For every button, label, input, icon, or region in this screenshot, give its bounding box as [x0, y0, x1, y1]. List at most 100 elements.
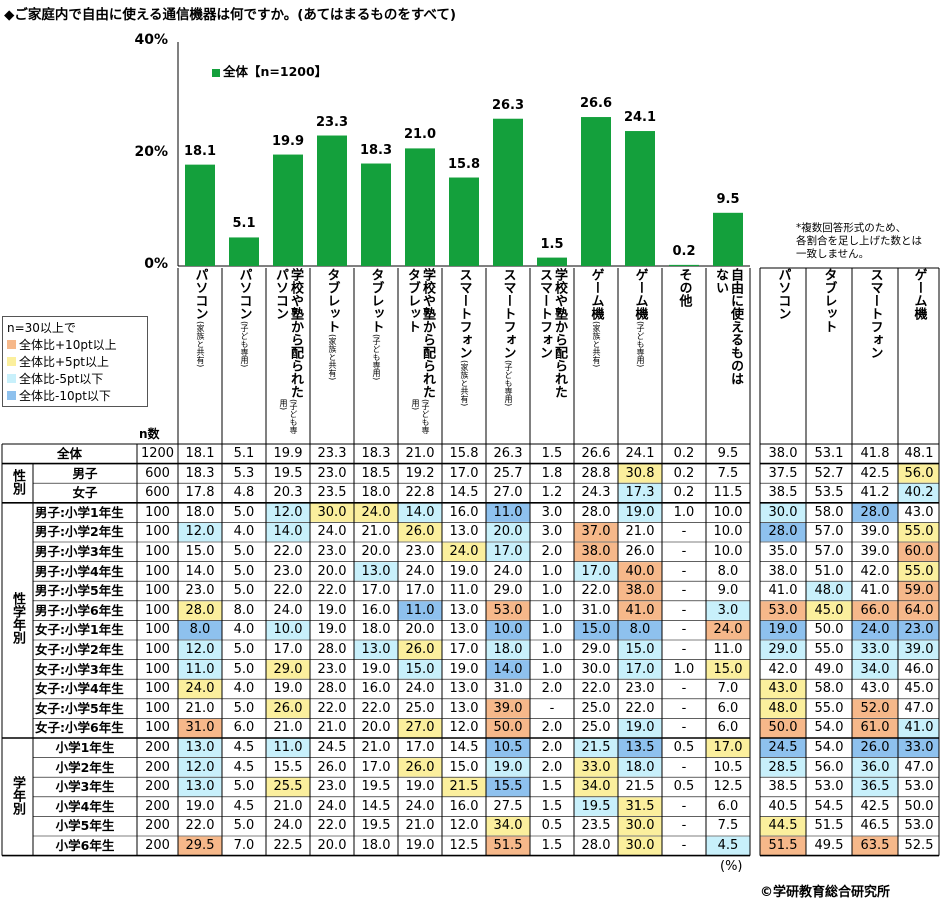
highlight-cell — [760, 718, 806, 738]
column-header-sub: (子ども専用) — [504, 360, 513, 407]
table-cell: 11.0 — [493, 504, 523, 520]
table-cell: 19.0 — [493, 759, 523, 775]
table-cell: 22.0 — [625, 700, 655, 716]
n-cell: 200 — [145, 798, 170, 814]
summary-cell: 64.0 — [904, 602, 934, 618]
note-line: *複数回答形式のため、 — [796, 222, 907, 234]
y-tick-label: 20% — [134, 144, 168, 160]
highlight-cell — [178, 777, 222, 797]
legend-label: 全体比+10pt以上 — [19, 338, 117, 352]
highlight-cell — [266, 777, 310, 797]
table-cell: 14.5 — [449, 485, 479, 501]
table-cell: - — [681, 818, 687, 834]
summary-cell: 48.1 — [904, 446, 934, 461]
table-cell: 10.0 — [493, 622, 523, 638]
column-header-label: タブレット — [325, 268, 340, 333]
table-cell: 27.0 — [493, 485, 523, 501]
table-cell: - — [681, 544, 687, 559]
column-header: 学校や塾から配られた パソコン (子ども専用) — [266, 268, 310, 444]
table-cell: 3.0 — [717, 602, 739, 618]
summary-cell: 45.0 — [904, 681, 934, 697]
table-cell: 8.0 — [233, 602, 255, 618]
table-cell: 13.0 — [449, 681, 479, 697]
table-cell: 17.8 — [185, 485, 215, 501]
table-cell: 26.0 — [405, 759, 435, 775]
footnote: *複数回答形式のため、 各割合を足し上げた数とは 一致しません。 — [796, 222, 922, 261]
table-cell: 21.0 — [317, 720, 347, 736]
column-header-label: スマートフォン — [457, 268, 472, 359]
table-cell: 13.0 — [185, 779, 215, 795]
table-cell: 18.0 — [625, 759, 655, 775]
highlight-cell — [266, 699, 310, 718]
highlight-cell — [486, 503, 530, 522]
table-cell: 29.5 — [185, 838, 215, 853]
highlight-cell — [178, 640, 222, 660]
table-cell: 4.5 — [233, 759, 255, 775]
row-label: 男子:小学4年生 — [35, 563, 124, 579]
highlight-cell — [266, 620, 310, 640]
column-header-text: スマートフォン — [456, 268, 472, 359]
table-cell: 9.5 — [717, 446, 739, 461]
highlight-cell — [852, 640, 898, 660]
table-cell: 41.0 — [625, 602, 655, 618]
note-line: 一致しません。 — [796, 248, 870, 260]
bar — [537, 257, 567, 266]
highlight-cell — [852, 660, 898, 679]
highlight-cell — [706, 836, 750, 856]
summary-cell: 54.0 — [814, 720, 844, 736]
highlight-cell — [618, 738, 662, 758]
highlight-cell — [852, 503, 898, 522]
highlight-cell — [178, 836, 222, 856]
column-header-label: ゲーム機 — [633, 268, 648, 320]
table-cell: 26.0 — [317, 759, 347, 775]
n-cell: 100 — [145, 602, 170, 618]
table-cell: 14.5 — [361, 798, 391, 814]
table-cell: 21.0 — [185, 700, 215, 716]
highlight-cell — [852, 718, 898, 738]
highlight-cell — [898, 464, 940, 483]
table-cell: 16.0 — [449, 798, 479, 814]
table-cell: 38.0 — [625, 583, 655, 599]
column-header: タブレット (家族と共有) — [310, 268, 354, 444]
column-header-sub: (家族と共有) — [460, 360, 469, 407]
column-header: 学校や塾から配られた タブレット (子ども専用) — [398, 268, 442, 444]
summary-cell: 55.0 — [814, 700, 844, 716]
page-title: ◆ご家庭内で自由に使える通信機器は何ですか。(あてはまるものをすべて) — [4, 7, 457, 23]
summary-cell: 49.0 — [814, 661, 844, 677]
column-header: 学校や塾から配られた スマートフォン — [530, 268, 574, 444]
bar — [185, 164, 215, 266]
table-cell: 1.2 — [541, 485, 563, 501]
table-cell: 12.0 — [449, 818, 479, 834]
summary-cell: 28.5 — [768, 759, 798, 775]
summary-cell: 35.0 — [768, 544, 798, 559]
table-cell: 1.0 — [541, 563, 563, 579]
summary-cell: 42.5 — [860, 798, 890, 814]
highlight-cell — [178, 758, 222, 777]
table-cell: 17.0 — [405, 583, 435, 599]
table-cell: 39.0 — [493, 700, 523, 716]
table-cell: - — [681, 838, 687, 853]
n-cell: 1200 — [140, 446, 175, 461]
table-cell: - — [681, 563, 687, 579]
highlight-cell — [398, 522, 442, 542]
table-cell: 6.0 — [717, 720, 739, 736]
table-cell: 8.0 — [717, 563, 739, 579]
table-cell: 19.0 — [449, 661, 479, 677]
table-cell: 22.0 — [317, 818, 347, 834]
table-cell: - — [681, 622, 687, 638]
table-cell: 19.5 — [361, 818, 391, 834]
table-cell: 19.5 — [581, 798, 611, 814]
column-header-text: タブレット — [368, 268, 384, 333]
bar — [581, 117, 611, 266]
bar — [625, 131, 655, 266]
table-cell: 15.5 — [273, 759, 303, 775]
data-label: 9.5 — [716, 191, 740, 207]
table-cell: 1.0 — [541, 622, 563, 638]
table-cell: 28.0 — [581, 504, 611, 520]
table-cell: 14.0 — [405, 504, 435, 520]
table-cell: 15.5 — [493, 779, 523, 795]
highlight-cell — [898, 542, 940, 562]
legend-label: 全体比+5pt以上 — [19, 355, 110, 369]
data-label: 1.5 — [540, 236, 564, 252]
table-cell: 22.5 — [273, 838, 303, 853]
